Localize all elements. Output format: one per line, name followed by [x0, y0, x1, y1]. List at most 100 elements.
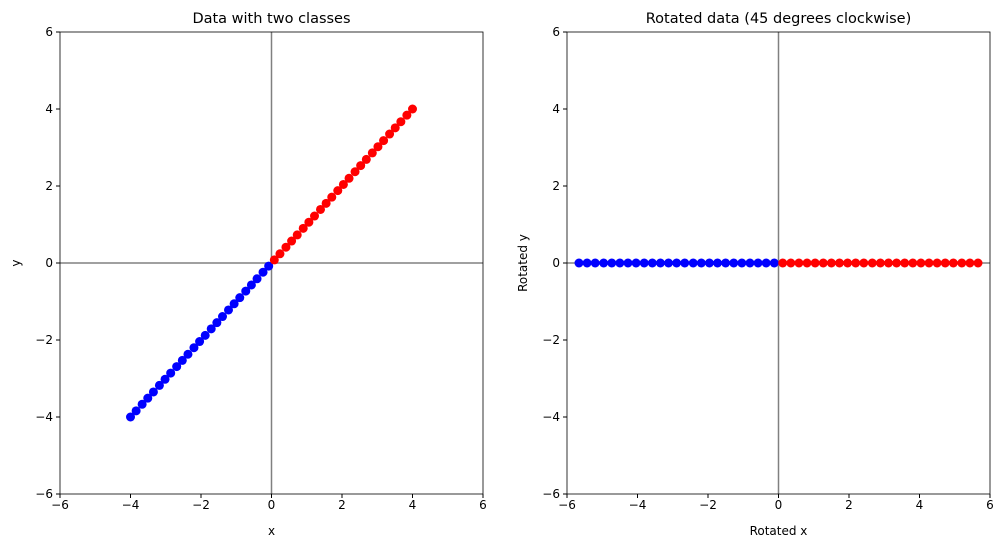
- y-tick-label: 6: [45, 25, 53, 39]
- point: [402, 110, 412, 120]
- plot-frame: [566, 31, 991, 495]
- y-tick-label: −2: [542, 333, 560, 347]
- point: [631, 258, 641, 268]
- point: [696, 258, 706, 268]
- point: [212, 318, 222, 328]
- x-tick-label: 6: [479, 498, 487, 512]
- point: [574, 258, 584, 268]
- point: [154, 380, 164, 390]
- point: [810, 258, 820, 268]
- point: [218, 312, 228, 322]
- point: [275, 249, 285, 259]
- x-tick-label: −2: [192, 498, 210, 512]
- point: [385, 129, 395, 139]
- point: [615, 258, 625, 268]
- chart-title: Rotated data (45 degrees clockwise): [646, 11, 912, 27]
- point: [590, 258, 600, 268]
- point: [390, 123, 400, 133]
- x-tick-label: −2: [699, 498, 717, 512]
- x-tick-label: −6: [558, 498, 576, 512]
- point: [859, 258, 869, 268]
- point: [373, 142, 383, 152]
- y-axis-label: y: [9, 259, 23, 266]
- plot-frame: [59, 31, 484, 495]
- x-tick-label: −4: [122, 498, 140, 512]
- point: [655, 258, 665, 268]
- x-tick-label: 2: [338, 498, 346, 512]
- point: [908, 258, 918, 268]
- point: [851, 258, 861, 268]
- point: [639, 258, 649, 268]
- point: [131, 406, 141, 416]
- point: [737, 258, 747, 268]
- point: [932, 258, 942, 268]
- point: [843, 258, 853, 268]
- point: [166, 368, 176, 378]
- x-tick-label: 6: [986, 498, 994, 512]
- point: [344, 173, 354, 183]
- point: [281, 242, 291, 252]
- point: [143, 393, 153, 403]
- y-tick-label: 2: [45, 179, 53, 193]
- point: [688, 258, 698, 268]
- point: [298, 223, 308, 233]
- point: [875, 258, 885, 268]
- x-tick-label: 4: [409, 498, 417, 512]
- chart-title: Data with two classes: [192, 11, 350, 27]
- x-axis-label: x: [268, 524, 275, 538]
- point: [396, 117, 406, 127]
- point: [229, 299, 239, 309]
- point: [940, 258, 950, 268]
- point: [137, 399, 147, 409]
- point: [350, 167, 360, 177]
- point: [367, 148, 377, 158]
- point: [235, 293, 245, 303]
- point: [200, 330, 210, 340]
- y-tick-label: 4: [552, 102, 560, 116]
- point: [223, 305, 233, 315]
- y-tick-label: −4: [35, 410, 53, 424]
- point: [321, 198, 331, 208]
- y-tick-label: 6: [552, 25, 560, 39]
- point: [924, 258, 934, 268]
- point: [957, 258, 967, 268]
- point: [916, 258, 926, 268]
- x-tick-label: 4: [916, 498, 924, 512]
- point: [333, 186, 343, 196]
- point: [664, 258, 674, 268]
- point: [241, 286, 251, 296]
- point: [761, 258, 771, 268]
- point: [704, 258, 714, 268]
- point: [753, 258, 763, 268]
- point: [802, 258, 812, 268]
- point: [310, 211, 320, 221]
- point: [973, 258, 983, 268]
- point: [379, 136, 389, 146]
- point: [745, 258, 755, 268]
- y-axis-label: Rotated y: [516, 234, 530, 292]
- y-tick-label: −2: [35, 333, 53, 347]
- point: [315, 204, 325, 214]
- point: [834, 258, 844, 268]
- point: [948, 258, 958, 268]
- point: [292, 230, 302, 240]
- point: [778, 258, 788, 268]
- point: [900, 258, 910, 268]
- point: [148, 387, 158, 397]
- point: [172, 362, 182, 372]
- x-axis-label: Rotated x: [750, 524, 808, 538]
- point: [713, 258, 723, 268]
- point: [246, 280, 256, 290]
- y-tick-label: 0: [552, 256, 560, 270]
- point: [623, 258, 633, 268]
- point: [647, 258, 657, 268]
- point: [867, 258, 877, 268]
- point: [786, 258, 796, 268]
- point: [177, 355, 187, 365]
- point: [327, 192, 337, 202]
- point: [721, 258, 731, 268]
- point: [680, 258, 690, 268]
- y-tick-label: 4: [45, 102, 53, 116]
- point: [883, 258, 893, 268]
